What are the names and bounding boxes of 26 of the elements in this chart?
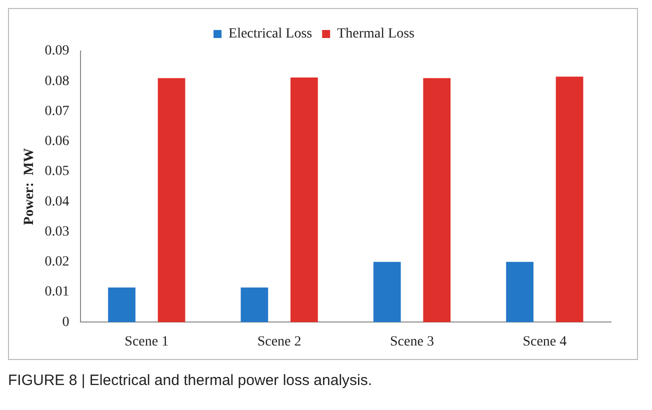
y-tick-label: 0.07 [44, 104, 70, 119]
legend-label: Thermal Loss [337, 26, 414, 42]
y-tick-label: 0.02 [44, 254, 70, 270]
y-tick-label: 0.05 [44, 164, 70, 180]
bar [240, 288, 268, 322]
y-tick-label: 0 [62, 314, 70, 330]
bar [556, 76, 584, 322]
y-tick-label: 0.04 [44, 194, 70, 210]
bar [423, 78, 451, 322]
y-tick-label: 0.06 [44, 134, 70, 150]
y-tick-label: 0.03 [44, 224, 70, 240]
y-tick-label: 0.08 [44, 74, 70, 89]
bar [290, 78, 318, 322]
x-tick-label: Scene 4 [522, 334, 567, 350]
legend-label: Electrical Loss [228, 26, 312, 42]
y-tick-label: 0.01 [44, 284, 70, 300]
x-tick-label: Scene 1 [124, 334, 169, 350]
x-tick-label: Scene 3 [390, 334, 434, 350]
y-axis-title: Power: MW [22, 148, 38, 226]
y-tick-label: 0.09 [44, 44, 70, 59]
x-tick-label: Scene 2 [257, 334, 302, 350]
bar [373, 262, 401, 322]
bar [108, 288, 136, 322]
bar [506, 262, 534, 322]
bar [158, 78, 186, 322]
caption: FIGURE 8 | Electrical and thermal power loss analysis. [8, 372, 374, 389]
